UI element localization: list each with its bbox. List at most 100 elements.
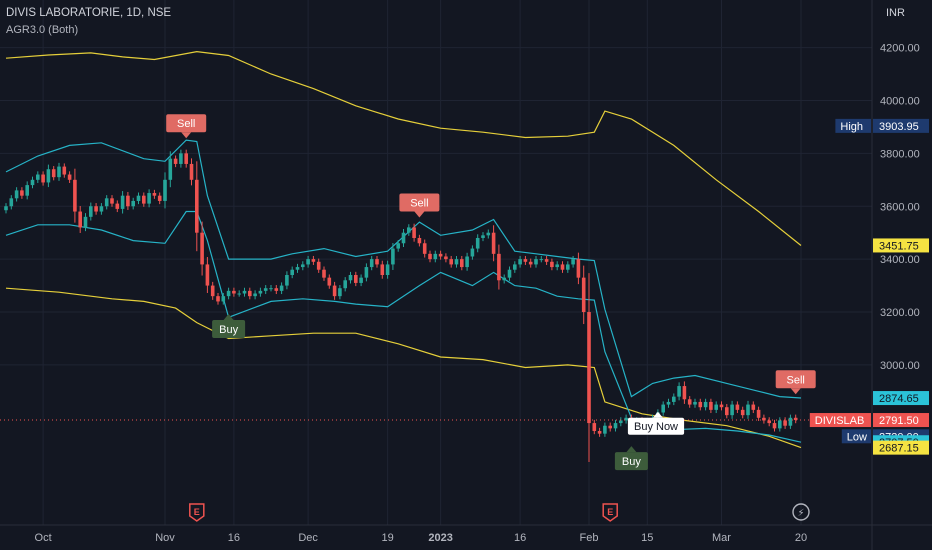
candle[interactable] [136, 192, 141, 205]
candle[interactable] [587, 273, 591, 462]
candle[interactable] [518, 255, 522, 268]
candle[interactable] [41, 171, 45, 186]
candle[interactable] [104, 195, 109, 210]
candle[interactable] [539, 255, 544, 263]
candle[interactable] [687, 396, 692, 408]
candle[interactable] [385, 260, 390, 279]
candle[interactable] [285, 271, 289, 290]
candle[interactable] [46, 164, 51, 188]
candle[interactable] [163, 172, 167, 209]
candle[interactable] [444, 253, 448, 263]
candle[interactable] [364, 263, 369, 282]
candle[interactable] [544, 255, 549, 265]
candle[interactable] [581, 265, 586, 325]
candle[interactable] [99, 203, 104, 215]
candle[interactable] [62, 163, 67, 178]
candle[interactable] [428, 250, 432, 263]
candle[interactable] [772, 419, 777, 432]
candle[interactable] [619, 417, 623, 427]
candle[interactable] [126, 191, 130, 210]
candle[interactable] [369, 255, 374, 271]
candle[interactable] [338, 285, 342, 300]
candle[interactable] [677, 382, 681, 401]
candle[interactable] [359, 274, 363, 287]
candle[interactable] [725, 404, 729, 419]
candle[interactable] [465, 252, 469, 271]
candle[interactable] [719, 401, 724, 411]
candle[interactable] [242, 287, 247, 297]
candle[interactable] [195, 161, 199, 252]
candle[interactable] [258, 287, 263, 297]
candle[interactable] [348, 271, 353, 284]
candle[interactable] [295, 263, 300, 273]
earnings-icon[interactable]: E [189, 503, 205, 522]
candle[interactable] [152, 189, 157, 199]
candle[interactable] [322, 266, 326, 281]
candle[interactable] [200, 221, 204, 276]
candle[interactable] [237, 290, 241, 297]
candle[interactable] [51, 166, 56, 181]
candle[interactable] [592, 419, 597, 435]
candle[interactable] [576, 252, 581, 285]
candle[interactable] [756, 406, 761, 421]
candle[interactable] [184, 149, 188, 168]
candle[interactable] [751, 401, 756, 414]
candle[interactable] [513, 261, 517, 273]
candle[interactable] [603, 422, 607, 437]
candle[interactable] [120, 191, 125, 214]
candle[interactable] [4, 203, 8, 214]
candle[interactable] [460, 255, 464, 271]
candle[interactable] [216, 292, 220, 305]
candle[interactable] [9, 195, 14, 210]
candle[interactable] [210, 281, 215, 300]
candle[interactable] [661, 401, 665, 416]
earnings-icon[interactable]: E [602, 503, 618, 522]
candle[interactable] [232, 287, 236, 297]
candle[interactable] [94, 203, 98, 215]
candle[interactable] [709, 398, 713, 414]
candle[interactable] [306, 255, 310, 268]
candle[interactable] [666, 398, 671, 408]
candle[interactable] [110, 195, 114, 207]
candle[interactable] [173, 155, 178, 168]
candle[interactable] [767, 417, 771, 427]
candle[interactable] [783, 417, 787, 429]
candle[interactable] [486, 229, 491, 239]
candle[interactable] [221, 292, 226, 305]
candle[interactable] [550, 258, 554, 271]
candle[interactable] [693, 398, 697, 408]
candle[interactable] [534, 255, 538, 268]
candle[interactable] [179, 149, 183, 168]
candle[interactable] [672, 393, 676, 406]
candle[interactable] [142, 192, 146, 207]
candle[interactable] [36, 171, 40, 183]
candle[interactable] [507, 266, 512, 281]
candle[interactable] [528, 258, 533, 268]
candle[interactable] [375, 255, 379, 268]
candle[interactable] [470, 245, 475, 260]
candle[interactable] [25, 181, 29, 200]
candle[interactable] [502, 274, 506, 284]
candle[interactable] [597, 427, 602, 437]
candle[interactable] [624, 414, 628, 424]
candle[interactable] [740, 406, 745, 419]
candle[interactable] [497, 244, 501, 290]
candle[interactable] [762, 414, 766, 424]
candle[interactable] [417, 234, 422, 247]
candle[interactable] [311, 255, 316, 265]
candle[interactable] [422, 239, 427, 258]
candle[interactable] [14, 187, 19, 202]
candle[interactable] [449, 255, 453, 268]
candle[interactable] [263, 285, 268, 295]
candle[interactable] [168, 151, 173, 188]
candle[interactable] [78, 205, 82, 233]
candle[interactable] [57, 162, 61, 181]
candle[interactable] [481, 232, 485, 242]
candle[interactable] [396, 240, 400, 252]
candle[interactable] [73, 168, 77, 223]
candle[interactable] [555, 261, 559, 271]
candle[interactable] [147, 189, 151, 208]
dividend-icon[interactable]: ⚡ [792, 503, 810, 521]
candle[interactable] [253, 290, 257, 300]
